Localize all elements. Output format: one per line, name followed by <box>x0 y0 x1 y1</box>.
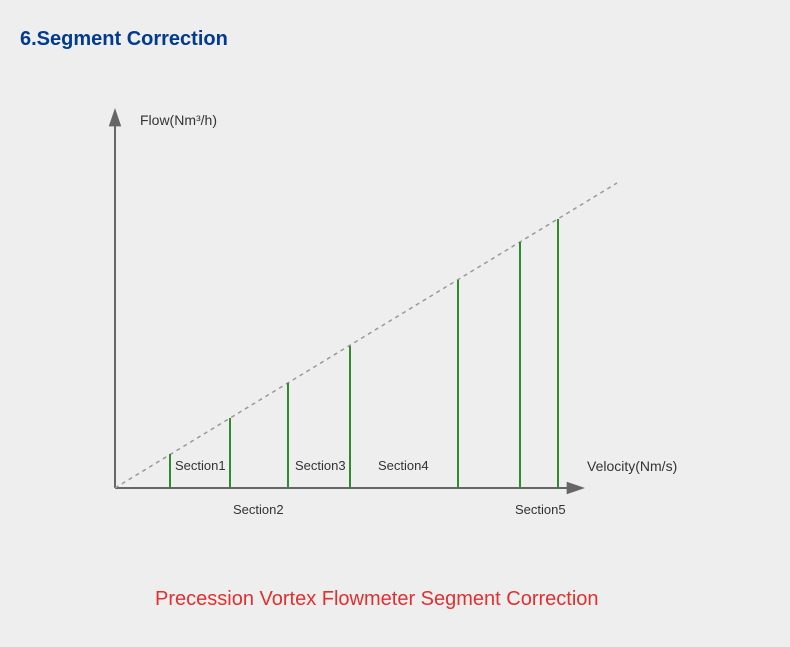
section-label-5: Section5 <box>515 502 566 517</box>
segment-chart <box>0 0 790 647</box>
section-label-2: Section2 <box>233 502 284 517</box>
section-label-1: Section1 <box>175 458 226 473</box>
y-axis-label: Flow(Nm³/h) <box>140 112 217 128</box>
section-label-3: Section3 <box>295 458 346 473</box>
section-label-4: Section4 <box>378 458 429 473</box>
chart-caption: Precession Vortex Flowmeter Segment Corr… <box>155 588 599 611</box>
x-axis-label: Velocity(Nm/s) <box>587 458 677 474</box>
